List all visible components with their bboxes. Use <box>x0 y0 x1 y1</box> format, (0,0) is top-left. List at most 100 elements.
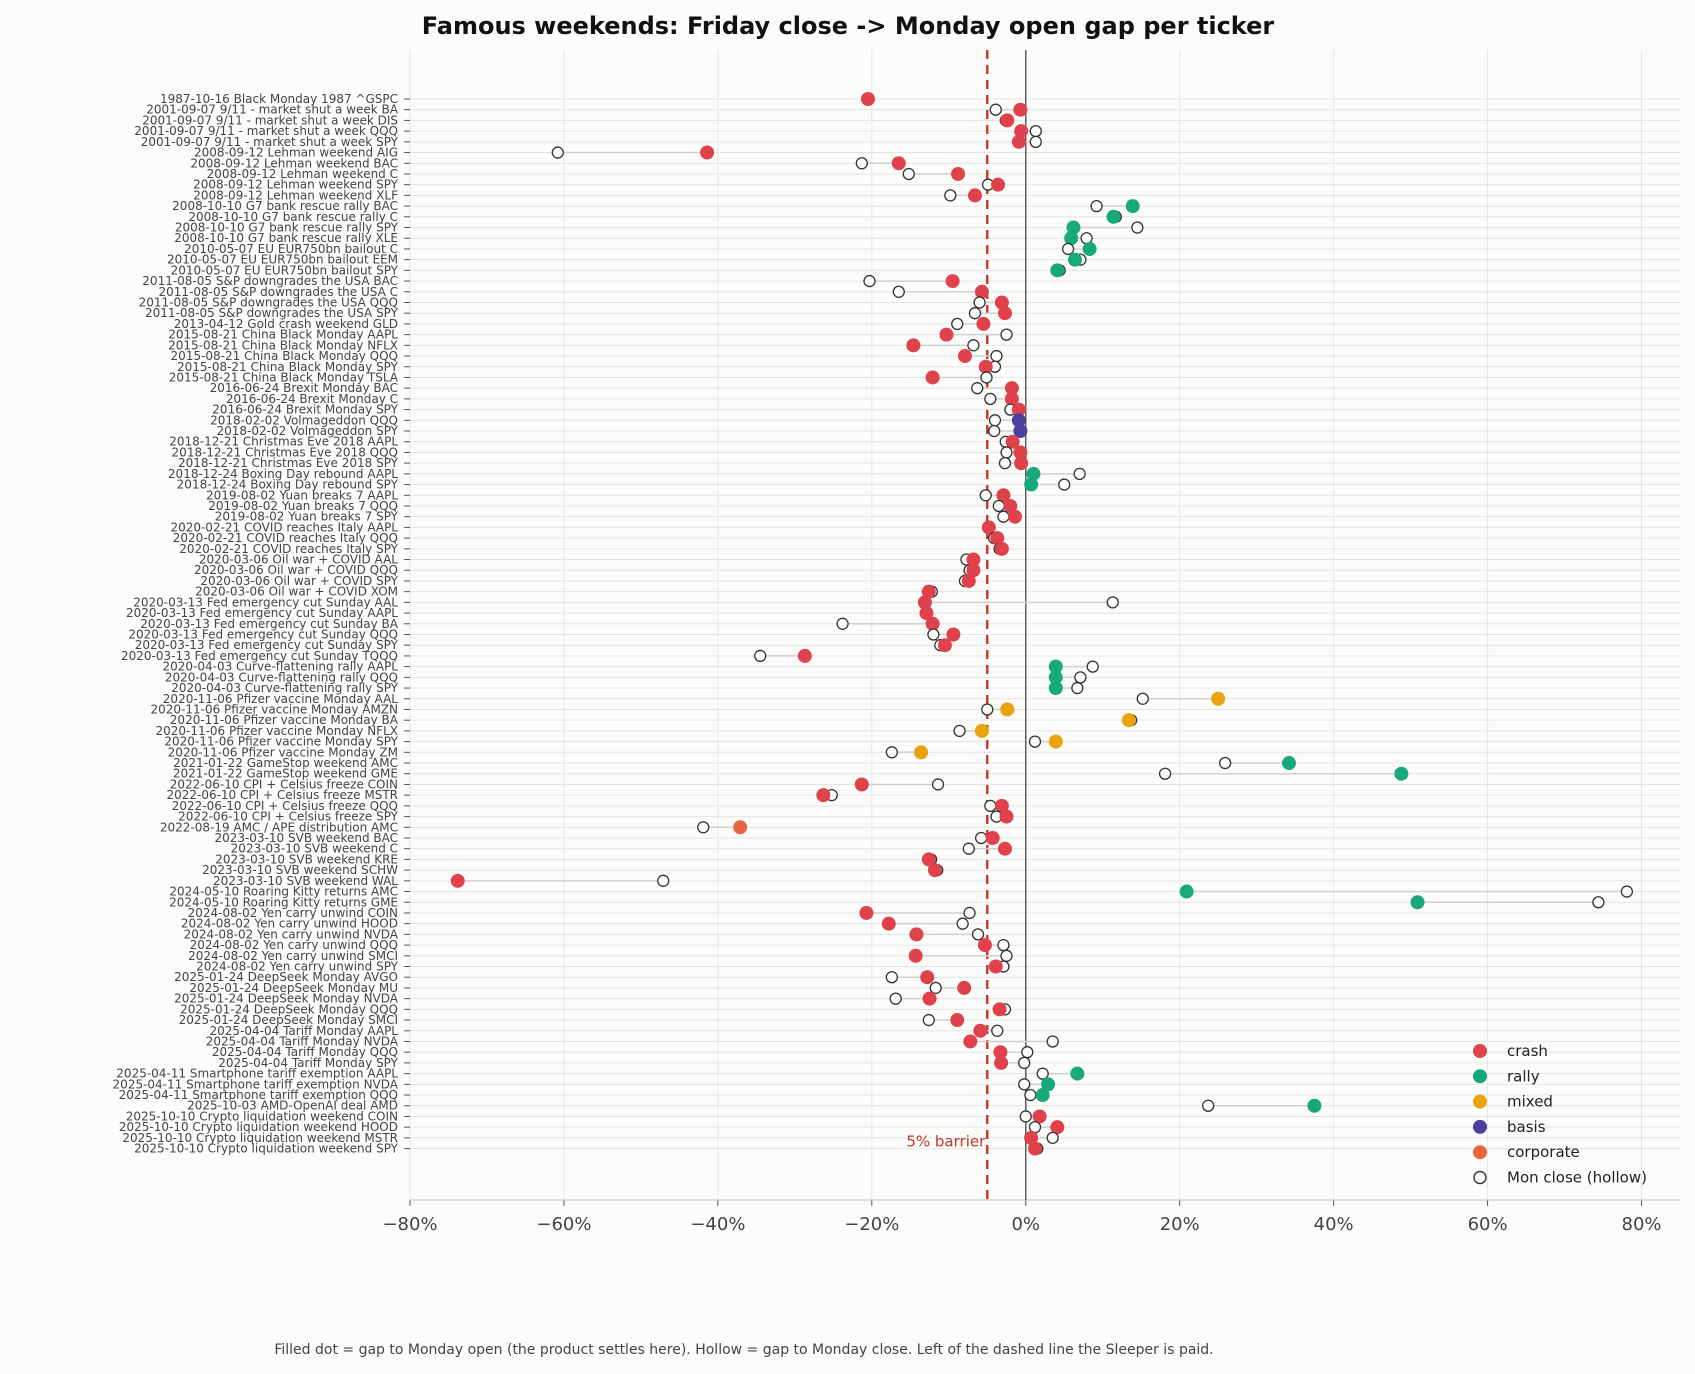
mon-close-point <box>855 157 868 170</box>
mon-open-point <box>1121 713 1136 728</box>
mon-close-point <box>902 167 915 181</box>
mon-close-point <box>1218 756 1232 770</box>
mon-open-point <box>950 1013 965 1028</box>
mon-open-point <box>963 1034 978 1049</box>
mon-close-point <box>1018 1056 1031 1070</box>
y-tick-label: 2020-11-06 Pfizer vaccine Monday NFLX <box>155 724 398 738</box>
mon-close-point <box>991 1024 1004 1037</box>
plot-area: −80% −60% −40% −20% 0% 20% 40% 60% 80% 1987-10-16… <box>113 50 1680 1235</box>
mon-close-point <box>1073 467 1086 481</box>
y-tick-label: 2001-09-07 9/11 - market shut a week DIS <box>142 113 398 127</box>
y-tick-label: 2015-08-21 China Black Monday QQQ <box>171 349 398 363</box>
y-tick-label: 2024-05-10 Roaring Kitty returns AMC <box>169 885 398 899</box>
mon-open-point <box>1007 509 1022 524</box>
mon-open-point <box>859 905 874 920</box>
y-tick-label: 2008-09-12 Lehman weekend BAC <box>190 156 398 170</box>
y-tick-label: 2024-08-02 Yen carry unwind HOOD <box>181 917 398 931</box>
y-tick-label: 2016-06-24 Brexit Monday BAC <box>210 381 398 395</box>
y-tick-label: 2001-09-07 9/11 - market shut a week QQQ <box>134 124 398 138</box>
mon-close-point <box>1021 1046 1034 1059</box>
mon-open-point <box>925 616 940 631</box>
mon-open-point <box>921 584 936 599</box>
mon-close-point <box>929 981 942 995</box>
y-tick-label: 2019-08-02 Yuan breaks 7 SPY <box>215 510 399 524</box>
mon-open-point <box>860 92 875 106</box>
y-tick-label: 2024-08-02 Yen carry unwind SPY <box>196 960 399 974</box>
y-tick-label: 2010-05-07 EU EUR750bn bailout C <box>184 242 398 256</box>
mon-open-point <box>994 1055 1009 1070</box>
y-tick-label: 2015-08-21 China Black Monday SPY <box>177 360 399 374</box>
y-tick-label: 2018-12-21 Christmas Eve 2018 AAPL <box>169 435 398 449</box>
y-tick-label: 2011-08-05 S&P downgrades the USA BAC <box>142 274 398 288</box>
y-tick-label: 2019-08-02 Yuan breaks 7 QQQ <box>208 499 398 513</box>
mon-close-point <box>1000 328 1013 341</box>
y-tick-label: 2025-10-10 Crypto liquidation weekend MS… <box>122 1131 398 1145</box>
mon-open-point <box>1013 102 1028 117</box>
mon-open-point <box>1000 702 1015 717</box>
y-tick-label: 2008-10-10 G7 bank rescue rally SPY <box>175 221 399 235</box>
chart-caption: Filled dot = gap to Monday open (the pro… <box>274 1342 1213 1358</box>
mon-close-point <box>551 146 564 159</box>
mon-close-point <box>998 456 1012 470</box>
y-tick-label: 2011-08-05 S&P downgrades the USA SPY <box>145 306 399 320</box>
y-tick-label: 2020-11-06 Pfizer vaccine Monday ZM <box>168 745 398 759</box>
mon-close-point <box>997 938 1010 952</box>
mon-open-point <box>973 1023 988 1038</box>
y-tick-label: 2020-03-13 Fed emergency cut Sunday SPY <box>135 638 399 652</box>
mon-open-point <box>1024 477 1039 492</box>
y-tick-label: 2020-02-21 COVID reaches Italy AAPL <box>170 520 398 534</box>
mon-open-point <box>966 563 981 578</box>
y-tick-label: 2001-09-07 9/11 - market shut a week BA <box>146 103 399 117</box>
mon-open-point <box>1041 1077 1056 1092</box>
mon-open-point <box>908 948 923 963</box>
mon-close-point <box>1202 1099 1215 1112</box>
legend: crash rally mixed basis corporate Mon close (… <box>1473 1042 1647 1187</box>
mon-open-point <box>1003 498 1018 513</box>
mon-open-point <box>1394 766 1409 781</box>
mon-close-point <box>1036 1067 1049 1080</box>
y-tick-label: 2025-10-10 Crypto liquidation weekend HO… <box>119 1120 398 1134</box>
mon-open-point <box>1024 1130 1039 1145</box>
y-tick-label: 2021-01-22 GameStop weekend GME <box>173 767 398 781</box>
y-tick-label: 2025-04-04 Tariff Monday QQQ <box>212 1045 398 1059</box>
y-tick-label: 2020-03-06 Oil war + COVID AAL <box>199 553 398 567</box>
mon-open-point <box>1125 199 1140 214</box>
mon-open-point <box>917 595 932 610</box>
y-tick-label: 2025-10-10 Crypto liquidation weekend SP… <box>134 1142 399 1156</box>
mon-close-point <box>889 992 902 1005</box>
mon-open-point <box>1004 381 1019 396</box>
mon-close-point <box>944 189 957 202</box>
mon-close-point <box>1029 135 1042 148</box>
y-tick-label: 2008-10-10 G7 bank rescue rally BAC <box>172 199 398 213</box>
mon-open-point <box>1048 670 1063 685</box>
y-tick-label: 2015-08-21 China Black Monday NFLX <box>168 338 398 352</box>
mon-close-point <box>984 799 997 813</box>
mon-open-point <box>951 166 966 181</box>
mon-open-point <box>733 820 748 835</box>
y-tick-label: 2025-01-24 DeepSeek Monday QQQ <box>180 1002 398 1016</box>
y-tick-label: 2020-03-13 Fed emergency cut Sunday TQQQ <box>121 649 398 663</box>
mon-close-point <box>1061 242 1075 256</box>
mon-open-point <box>974 723 989 738</box>
mon-close-point <box>997 510 1010 523</box>
mon-close-point <box>1136 692 1149 705</box>
mon-open-point <box>1048 681 1063 696</box>
mon-open-point <box>1050 1120 1065 1135</box>
y-tick-label: 2018-12-24 Boxing Day rebound AAPL <box>168 467 398 481</box>
mon-close-point <box>971 928 985 941</box>
x-tick-label: −40% <box>690 1214 745 1235</box>
y-tick-label: 2023-03-10 SVB weekend KRE <box>215 852 398 866</box>
y-tick-label: 2015-08-21 China Black Monday TSLA <box>169 370 399 384</box>
legend-marker <box>1473 1094 1487 1109</box>
mon-open-point <box>1032 1109 1047 1124</box>
mon-close-point <box>992 499 1005 513</box>
mon-close-point <box>962 842 975 855</box>
mon-close-point <box>1058 478 1071 491</box>
y-tick-label: 2020-02-21 COVID reaches Italy SPY <box>179 542 398 556</box>
x-tick-label: 0% <box>1011 1214 1040 1235</box>
y-tick-label: 2018-12-24 Boxing Day rebound SPY <box>177 478 399 492</box>
y-tick-label: 2024-05-10 Roaring Kitty returns GME <box>169 895 398 909</box>
mon-open-point <box>1014 124 1029 139</box>
y-tick-label: 2025-01-24 DeepSeek Monday MU <box>189 981 398 995</box>
mon-close-point <box>1158 767 1172 780</box>
